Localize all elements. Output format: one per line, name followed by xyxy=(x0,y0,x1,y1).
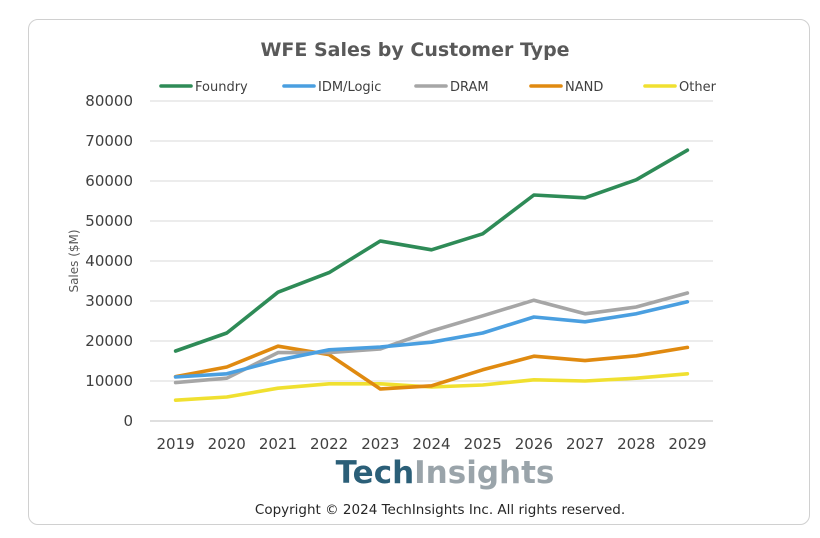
logo-tech: Tech xyxy=(336,455,415,491)
y-tick-label: 50000 xyxy=(85,212,133,230)
legend-label-foundry: Foundry xyxy=(195,80,248,95)
series-line-idm-logic xyxy=(173,299,690,379)
x-tick-label: 2026 xyxy=(515,435,553,453)
y-tick-label: 70000 xyxy=(85,132,133,150)
chart-card xyxy=(28,19,810,525)
copyright-text: Copyright © 2024 TechInsights Inc. All r… xyxy=(255,502,625,518)
x-tick-label: 2023 xyxy=(361,435,399,453)
x-tick-label: 2020 xyxy=(208,435,246,453)
x-tick-label: 2028 xyxy=(617,435,655,453)
y-tick-label: 40000 xyxy=(85,252,133,270)
legend: Foundry IDM/Logic DRAM NAND Other xyxy=(159,80,717,95)
svg-text:TechInsights: TechInsights xyxy=(336,455,555,491)
y-axis-label: Sales ($M) xyxy=(67,229,81,292)
x-axis-ticks: 2019 2020 2021 2022 2023 2024 2025 2026 2027 2028… xyxy=(156,435,706,453)
series-lines xyxy=(173,148,690,403)
series-line-foundry xyxy=(173,148,690,353)
x-tick-label: 2022 xyxy=(310,435,348,453)
y-tick-label: 0 xyxy=(123,412,133,430)
x-tick-label: 2021 xyxy=(259,435,297,453)
legend-label-other: Other xyxy=(679,80,717,95)
legend-label-idm-logic: IDM/Logic xyxy=(318,80,381,95)
legend-label-nand: NAND xyxy=(565,80,603,95)
logo-insights: Insights xyxy=(414,455,554,491)
series-line-nand xyxy=(173,344,690,391)
y-tick-label: 30000 xyxy=(85,292,133,310)
y-tick-label: 10000 xyxy=(85,372,133,390)
y-tick-label: 20000 xyxy=(85,332,133,350)
gridlines xyxy=(150,100,713,422)
x-tick-label: 2024 xyxy=(412,435,450,453)
x-tick-label: 2025 xyxy=(464,435,502,453)
legend-label-dram: DRAM xyxy=(450,80,489,95)
series-line-dram xyxy=(173,291,690,385)
techinsights-logo: TechInsights xyxy=(336,455,555,491)
x-tick-label: 2027 xyxy=(566,435,604,453)
chart-title: WFE Sales by Customer Type xyxy=(260,39,569,61)
x-tick-label: 2029 xyxy=(668,435,706,453)
y-axis-ticks: 0 10000 20000 30000 40000 50000 60000 70000 8000… xyxy=(85,92,133,430)
y-tick-label: 60000 xyxy=(85,172,133,190)
y-tick-label: 80000 xyxy=(85,92,133,110)
x-tick-label: 2019 xyxy=(156,435,194,453)
